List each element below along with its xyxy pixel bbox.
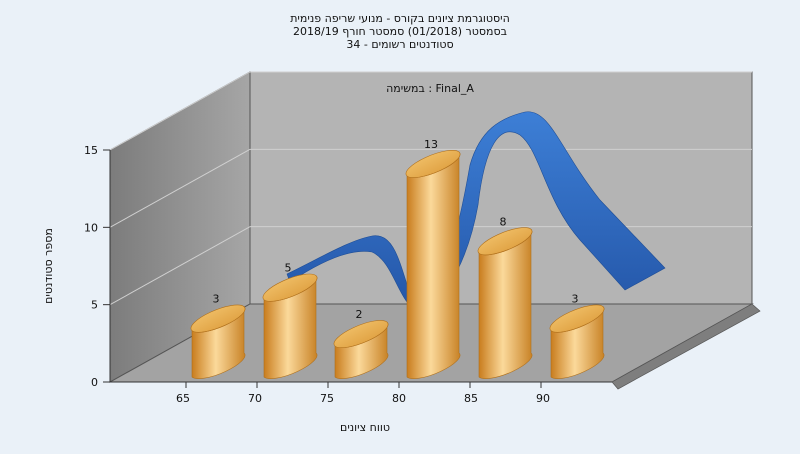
- gridline-side: [109, 71, 251, 151]
- x-tick-label: 90: [536, 392, 550, 405]
- bar-data-label: 5: [285, 262, 292, 275]
- bar-data-label: 3: [572, 293, 579, 306]
- bar-top: [190, 304, 246, 333]
- bar-top: [262, 273, 318, 302]
- title-line-2: בסמסטר (01/2018) סמסטר חורף 2018/19: [293, 25, 507, 38]
- y-tick-label: 15: [84, 144, 98, 157]
- bar-top: [333, 320, 389, 348]
- bar-body: [406, 151, 461, 379]
- bar-data-label: 3: [213, 293, 220, 306]
- x-tick-label: 65: [176, 392, 190, 405]
- bar: 13: [405, 138, 461, 379]
- y-axis-title: מספר סטודנטים: [42, 228, 55, 304]
- gridlines: [109, 71, 752, 306]
- y-axis: 0 5 10 15: [84, 144, 111, 389]
- chart-title: היסטוגרמת ציונים בקורס - מנועי שריפה פני…: [290, 12, 510, 51]
- bar-top: [405, 150, 461, 178]
- bar: 3: [549, 293, 605, 379]
- bar: 8: [477, 215, 533, 379]
- bars: 3 5 2 13 8 3: [190, 138, 605, 379]
- x-tick-label: 85: [464, 392, 478, 405]
- gridline-side: [109, 148, 251, 228]
- x-axis: 65 70 75 80 85 90: [176, 382, 550, 405]
- bar: 2: [333, 308, 389, 379]
- floor-edge: [611, 303, 761, 390]
- bar-top: [549, 304, 605, 333]
- y-tick-label: 10: [84, 221, 98, 234]
- gridline-side: [109, 226, 251, 306]
- bar: 5: [262, 262, 318, 379]
- bar-data-label: 13: [424, 138, 438, 151]
- x-tick-label: 80: [392, 392, 406, 405]
- bar-data-label: 8: [500, 215, 507, 228]
- bar: 3: [190, 293, 246, 379]
- x-tick-label: 75: [320, 392, 334, 405]
- x-tick-label: 70: [248, 392, 262, 405]
- y-tick-label: 5: [91, 299, 98, 312]
- title-line-3: סטודנטים רשומים - 34: [346, 38, 453, 51]
- bar-data-label: 2: [356, 308, 363, 321]
- title-line-1: היסטוגרמת ציונים בקורס - מנועי שריפה פני…: [290, 12, 510, 25]
- x-axis-title: טווח ציונים: [340, 421, 390, 434]
- chart-subtitle: במשימה : Final_A: [386, 82, 474, 95]
- bar-top: [477, 227, 533, 256]
- y-tick-label: 0: [91, 376, 98, 389]
